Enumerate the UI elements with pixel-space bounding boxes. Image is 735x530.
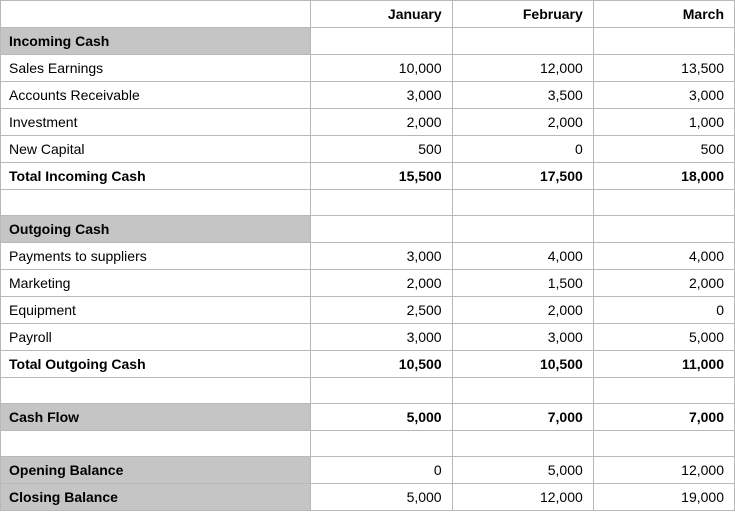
table-row: Equipment 2,500 2,000 0 (1, 297, 735, 324)
cashflow-title: Cash Flow (1, 404, 311, 431)
col-header-jan: January (311, 1, 452, 28)
row-value: 13,500 (593, 55, 734, 82)
row-label: Equipment (1, 297, 311, 324)
row-value: 2,500 (311, 297, 452, 324)
row-label: Payroll (1, 324, 311, 351)
row-value: 2,000 (452, 109, 593, 136)
total-outgoing-value: 10,500 (452, 351, 593, 378)
closing-balance-title: Closing Balance (1, 484, 311, 511)
row-value: 3,000 (593, 82, 734, 109)
col-header-feb: February (452, 1, 593, 28)
row-value: 0 (452, 136, 593, 163)
cashflow-value: 5,000 (311, 404, 452, 431)
row-value: 3,000 (452, 324, 593, 351)
closing-balance-value: 5,000 (311, 484, 452, 511)
row-value: 1,500 (452, 270, 593, 297)
cashflow-value: 7,000 (593, 404, 734, 431)
section-outgoing-header: Outgoing Cash (1, 216, 735, 243)
opening-balance-value: 0 (311, 457, 452, 484)
table-row: Payments to suppliers 3,000 4,000 4,000 (1, 243, 735, 270)
col-header-mar: March (593, 1, 734, 28)
row-value: 2,000 (452, 297, 593, 324)
row-value: 3,000 (311, 324, 452, 351)
opening-balance-value: 12,000 (593, 457, 734, 484)
total-incoming-row: Total Incoming Cash 15,500 17,500 18,000 (1, 163, 735, 190)
total-incoming-value: 17,500 (452, 163, 593, 190)
total-outgoing-row: Total Outgoing Cash 10,500 10,500 11,000 (1, 351, 735, 378)
row-value: 10,000 (311, 55, 452, 82)
row-label: Investment (1, 109, 311, 136)
row-value: 2,000 (311, 270, 452, 297)
closing-balance-value: 19,000 (593, 484, 734, 511)
cashflow-value: 7,000 (452, 404, 593, 431)
opening-balance-title: Opening Balance (1, 457, 311, 484)
row-label: Payments to suppliers (1, 243, 311, 270)
spacer-row (1, 378, 735, 404)
row-value: 2,000 (593, 270, 734, 297)
row-value: 0 (593, 297, 734, 324)
closing-balance-row: Closing Balance 5,000 12,000 19,000 (1, 484, 735, 511)
row-value: 4,000 (593, 243, 734, 270)
opening-balance-value: 5,000 (452, 457, 593, 484)
row-value: 2,000 (311, 109, 452, 136)
row-value: 4,000 (452, 243, 593, 270)
row-value: 500 (311, 136, 452, 163)
total-outgoing-value: 10,500 (311, 351, 452, 378)
total-incoming-label: Total Incoming Cash (1, 163, 311, 190)
total-outgoing-value: 11,000 (593, 351, 734, 378)
row-value: 3,000 (311, 243, 452, 270)
section-outgoing-title: Outgoing Cash (1, 216, 311, 243)
row-label: Sales Earnings (1, 55, 311, 82)
cashflow-row: Cash Flow 5,000 7,000 7,000 (1, 404, 735, 431)
total-incoming-value: 15,500 (311, 163, 452, 190)
spacer-row (1, 190, 735, 216)
row-value: 12,000 (452, 55, 593, 82)
spacer-row (1, 431, 735, 457)
opening-balance-row: Opening Balance 0 5,000 12,000 (1, 457, 735, 484)
table-row: Accounts Receivable 3,000 3,500 3,000 (1, 82, 735, 109)
total-outgoing-label: Total Outgoing Cash (1, 351, 311, 378)
table-row: Marketing 2,000 1,500 2,000 (1, 270, 735, 297)
header-row: January February March (1, 1, 735, 28)
row-value: 3,500 (452, 82, 593, 109)
row-value: 3,000 (311, 82, 452, 109)
row-value: 1,000 (593, 109, 734, 136)
table-row: Investment 2,000 2,000 1,000 (1, 109, 735, 136)
section-incoming-title: Incoming Cash (1, 28, 311, 55)
table-row: Sales Earnings 10,000 12,000 13,500 (1, 55, 735, 82)
table-row: Payroll 3,000 3,000 5,000 (1, 324, 735, 351)
row-label: Marketing (1, 270, 311, 297)
section-incoming-header: Incoming Cash (1, 28, 735, 55)
total-incoming-value: 18,000 (593, 163, 734, 190)
row-value: 5,000 (593, 324, 734, 351)
row-label: New Capital (1, 136, 311, 163)
row-value: 500 (593, 136, 734, 163)
table-row: New Capital 500 0 500 (1, 136, 735, 163)
header-corner (1, 1, 311, 28)
row-label: Accounts Receivable (1, 82, 311, 109)
cashflow-table: January February March Incoming Cash Sal… (0, 0, 735, 511)
closing-balance-value: 12,000 (452, 484, 593, 511)
